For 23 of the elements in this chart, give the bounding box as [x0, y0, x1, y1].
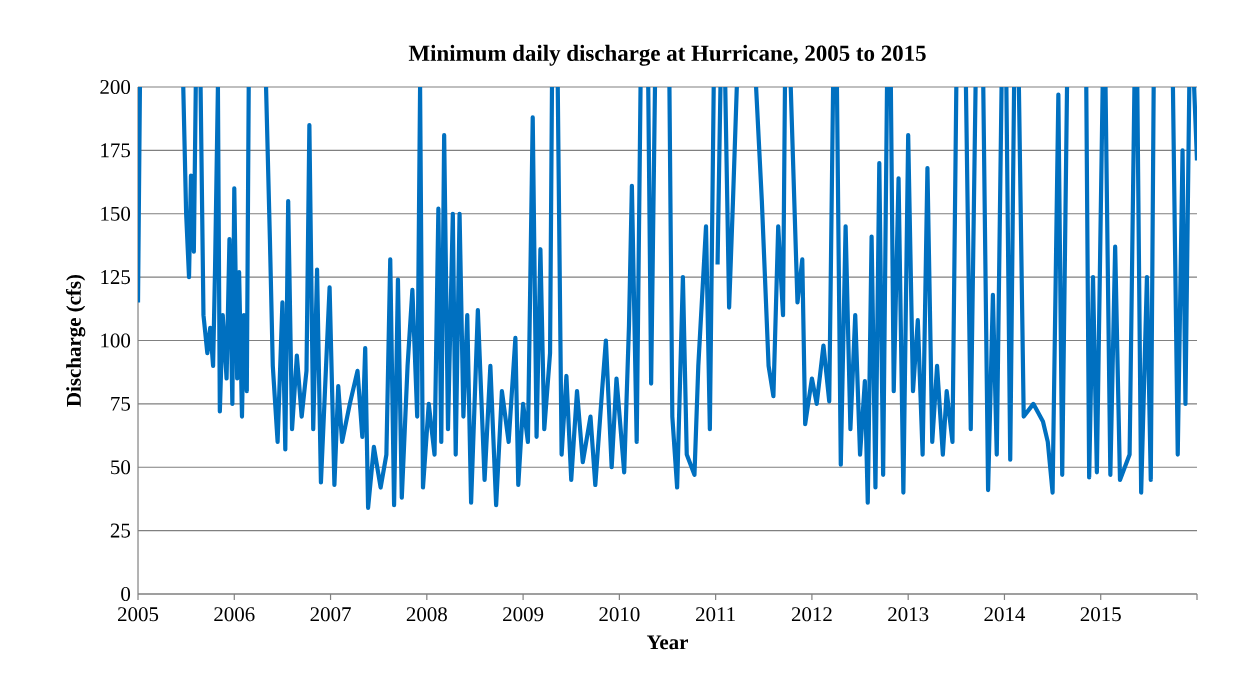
- y-tick-label: 25: [110, 523, 131, 538]
- y-tick-label: 175: [101, 143, 131, 158]
- y-tick-label: 125: [101, 270, 131, 285]
- x-tick-label: 2011: [696, 607, 735, 622]
- y-tick-label: 200: [100, 79, 131, 95]
- x-axis-title: Year: [646, 635, 688, 650]
- x-tick-label: 2015: [1080, 607, 1121, 622]
- x-tick-label: 2013: [888, 607, 929, 622]
- x-tick-label: 2012: [791, 607, 832, 622]
- x-tick-label: 2009: [503, 607, 544, 622]
- x-tick-label: 2008: [406, 607, 447, 622]
- y-tick-label: 0: [121, 586, 131, 602]
- x-tick-label: 2014: [984, 607, 1026, 622]
- y-axis-title: Discharge (cfs): [65, 274, 86, 407]
- x-tick-label: 2005: [118, 607, 159, 622]
- y-tick-label: 75: [111, 396, 131, 411]
- y-tick-label: 150: [101, 206, 131, 221]
- x-tick-label: 2006: [214, 607, 255, 622]
- chart-title: Minimum daily discharge at Hurricane, 2005 to 2015: [408, 44, 926, 66]
- x-tick-label: 2010: [599, 607, 640, 622]
- x-tick-label: 2007: [310, 607, 351, 622]
- y-tick-label: 100: [101, 333, 131, 348]
- y-tick-label: 50: [111, 460, 131, 475]
